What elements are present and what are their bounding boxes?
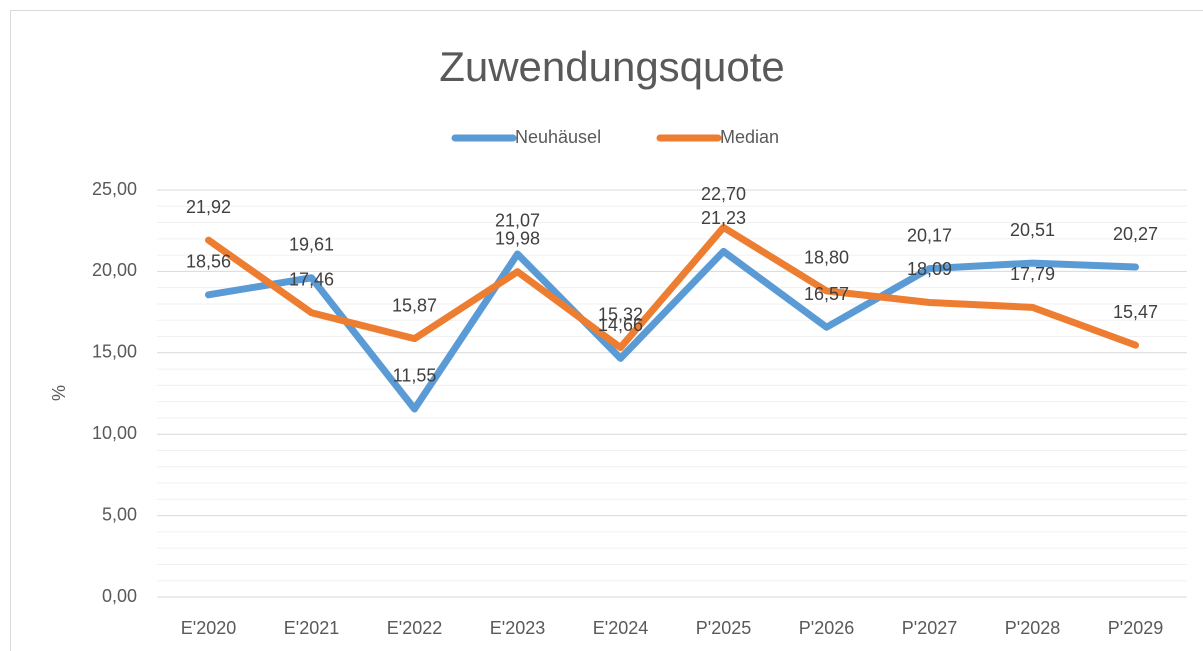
y-tick-label: 5,00	[102, 504, 137, 524]
series-line	[205, 247, 1139, 413]
data-label: 22,70	[701, 184, 746, 204]
data-label: 16,57	[804, 284, 849, 304]
data-label: 21,23	[701, 208, 746, 228]
x-tick-label: P'2026	[799, 618, 855, 638]
data-label: 14,66	[598, 315, 643, 335]
data-label: 21,92	[186, 197, 231, 217]
x-tick-label: E'2024	[593, 618, 649, 638]
data-label: 20,17	[907, 225, 952, 245]
y-tick-label: 0,00	[102, 586, 137, 606]
legend-label: Median	[720, 127, 779, 147]
y-tick-label: 10,00	[92, 423, 137, 443]
y-tick-label: 25,00	[92, 179, 137, 199]
data-label: 20,27	[1113, 224, 1158, 244]
x-tick-label: P'2028	[1005, 618, 1061, 638]
x-tick-label: P'2029	[1108, 618, 1164, 638]
data-label: 19,61	[289, 234, 334, 254]
data-label: 17,79	[1010, 264, 1055, 284]
series-line	[205, 223, 1139, 352]
legend-label: Neuhäusel	[515, 127, 601, 147]
y-axis-label: %	[49, 385, 69, 401]
data-label: 15,47	[1113, 302, 1158, 322]
data-label: 21,07	[495, 211, 540, 231]
data-label: 20,51	[1010, 220, 1055, 240]
x-tick-label: E'2023	[490, 618, 546, 638]
data-label: 19,98	[495, 228, 540, 248]
data-label: 15,32	[598, 304, 643, 324]
y-tick-label: 20,00	[92, 260, 137, 280]
data-label: 18,09	[907, 259, 952, 279]
chart-title: Zuwendungsquote	[439, 43, 785, 90]
x-tick-label: P'2025	[696, 618, 752, 638]
x-tick-label: E'2022	[387, 618, 443, 638]
x-tick-label: E'2020	[181, 618, 237, 638]
x-tick-label: P'2027	[902, 618, 958, 638]
x-tick-label: E'2021	[284, 618, 340, 638]
data-label: 17,46	[289, 270, 334, 290]
data-label: 15,87	[392, 295, 437, 315]
chart-frame	[10, 10, 1203, 651]
y-tick-label: 15,00	[92, 342, 137, 362]
data-label: 18,56	[186, 252, 231, 272]
data-label: 18,80	[804, 248, 849, 268]
data-label: 11,55	[393, 366, 437, 386]
